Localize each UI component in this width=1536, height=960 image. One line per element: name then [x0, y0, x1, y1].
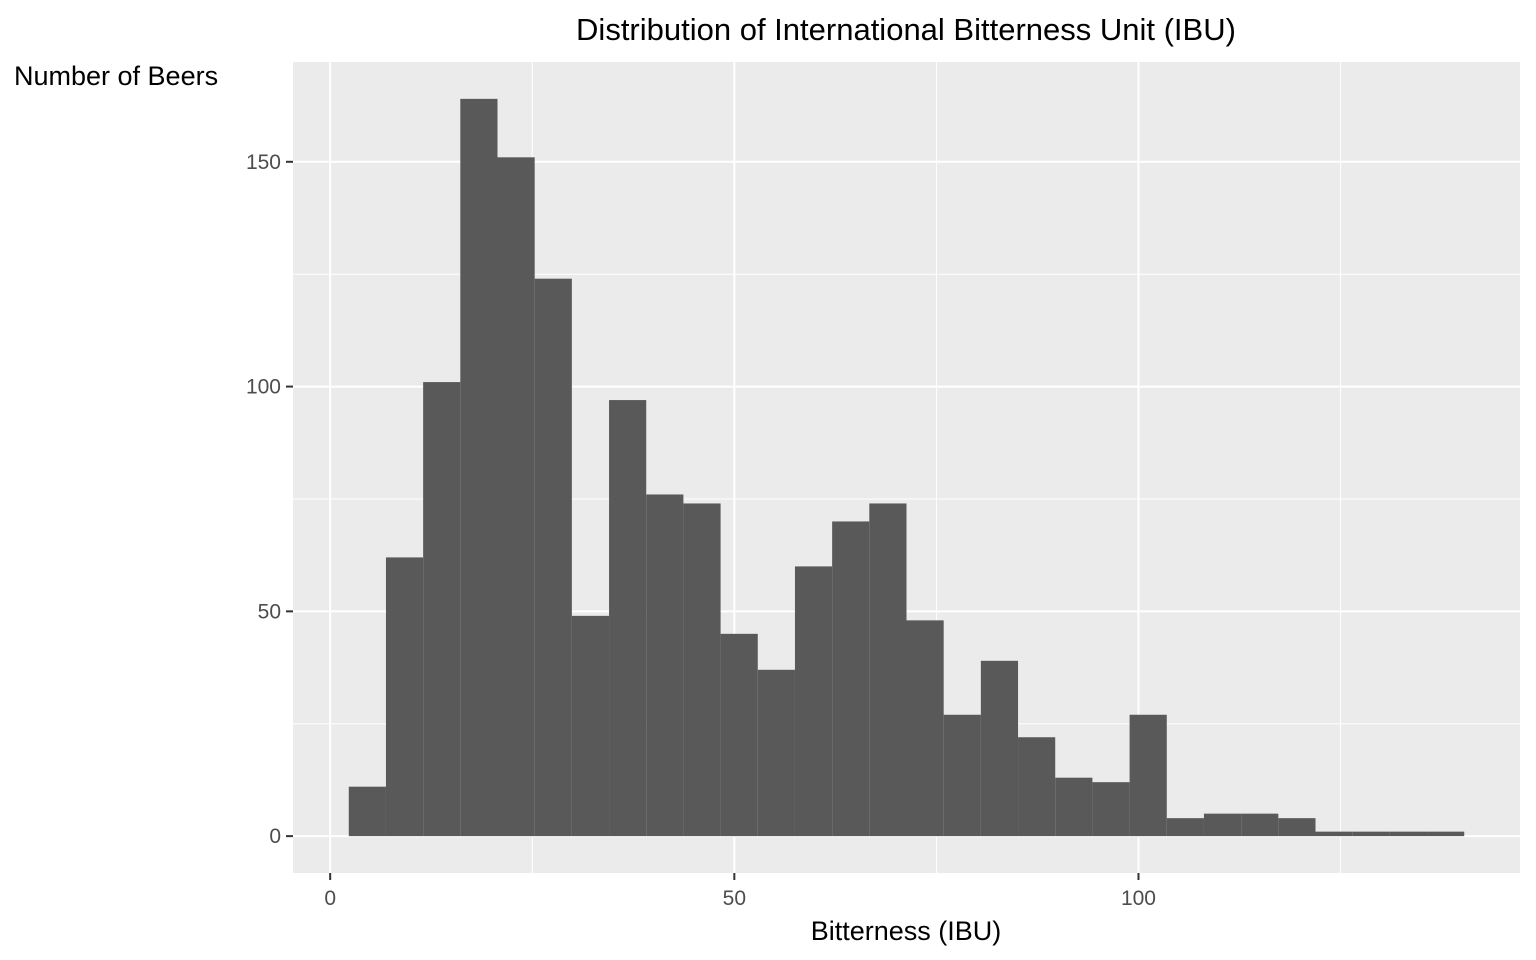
- histogram-bar: [423, 382, 461, 837]
- histogram-bar: [1166, 818, 1204, 837]
- y-axis-label: Number of Beers: [14, 61, 218, 91]
- y-tick-label: 0: [269, 825, 281, 848]
- histogram-bar: [794, 566, 833, 837]
- histogram-bar: [1092, 782, 1130, 837]
- histogram-bar: [980, 660, 1019, 837]
- histogram-bars: [348, 98, 1465, 837]
- histogram-bar: [385, 557, 424, 837]
- histogram-bar: [757, 669, 795, 837]
- histogram-bar: [869, 503, 907, 837]
- histogram-bar: [609, 400, 647, 837]
- histogram-bar: [1315, 831, 1353, 837]
- histogram-bar: [1278, 818, 1316, 837]
- x-tick-label: 0: [324, 887, 336, 910]
- chart-title: Distribution of International Bitterness…: [576, 12, 1236, 47]
- histogram-bar: [1203, 813, 1242, 837]
- histogram-bar: [534, 278, 572, 837]
- histogram-bar: [906, 620, 944, 837]
- histogram-bar: [497, 157, 535, 837]
- histogram-bar: [1129, 714, 1167, 837]
- histogram-bar: [646, 494, 684, 837]
- histogram-bar: [1352, 831, 1390, 837]
- histogram-bar: [460, 98, 498, 837]
- y-tick-label: 100: [246, 376, 281, 399]
- histogram-bar: [348, 786, 386, 837]
- histogram-bar: [720, 633, 758, 837]
- x-axis-label: Bitterness (IBU): [811, 916, 1002, 946]
- y-tick-label: 50: [258, 600, 281, 623]
- histogram-bar: [1389, 831, 1428, 837]
- x-tick-label: 50: [723, 887, 746, 910]
- histogram-bar: [683, 503, 721, 837]
- x-tick-label: 100: [1121, 887, 1156, 910]
- axes: 0 50 100 150 0 50 100: [246, 151, 1156, 910]
- histogram-bar: [1018, 737, 1056, 837]
- histogram-bar: [832, 521, 870, 837]
- histogram-bar: [1241, 813, 1279, 837]
- histogram-bar: [1427, 831, 1465, 837]
- histogram-bar: [571, 615, 610, 837]
- histogram-bar: [1055, 777, 1093, 837]
- y-tick-label: 150: [246, 151, 281, 174]
- histogram-bar: [943, 714, 981, 837]
